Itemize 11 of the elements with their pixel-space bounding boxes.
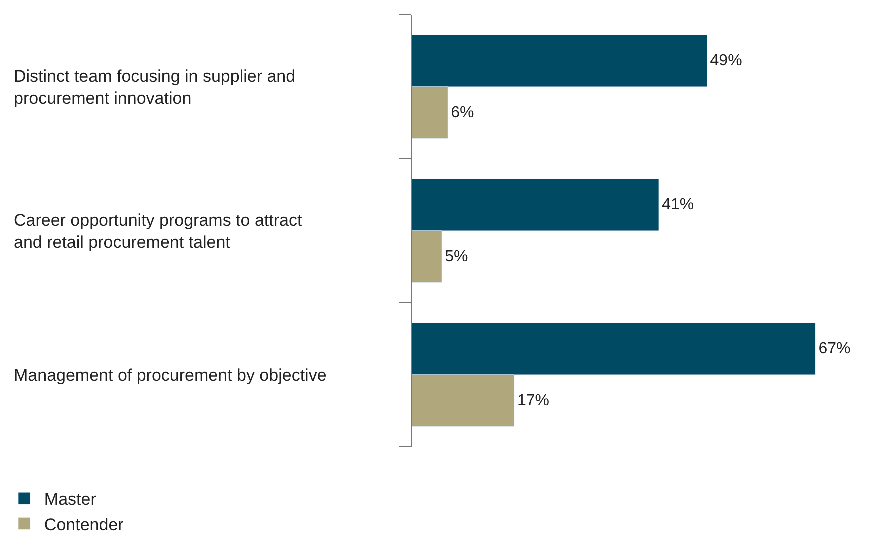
y-tick-label: Career opportunity programs to attract and retail procurement talent <box>14 211 302 252</box>
data-label: 49% <box>710 52 742 70</box>
data-label: 17% <box>517 392 550 410</box>
data-label: 41% <box>662 196 694 214</box>
data-label: 67% <box>818 340 851 358</box>
y-tick-label: Distinct team focusing in supplier and procurement innovation <box>14 67 296 108</box>
data-label: 5% <box>445 248 468 266</box>
data-label: 6% <box>451 104 474 122</box>
legend-label: Contender <box>44 515 124 534</box>
y-tick-label: Management of procurement by objective <box>14 366 327 385</box>
legend-label: Master <box>44 490 97 510</box>
